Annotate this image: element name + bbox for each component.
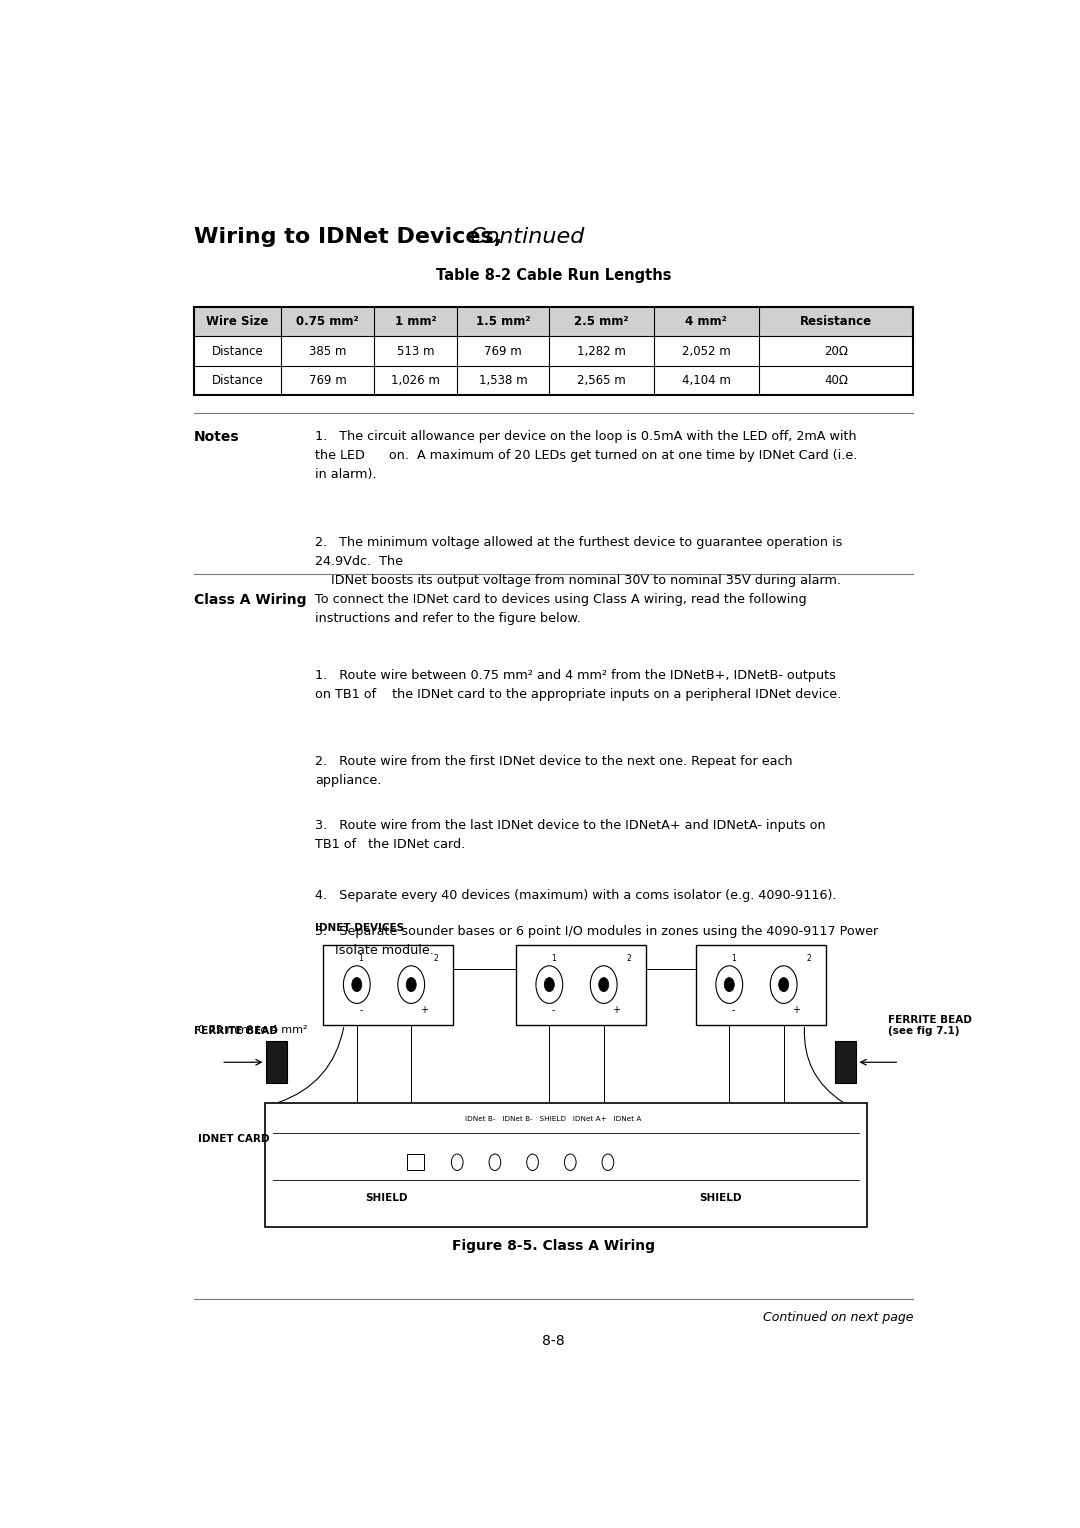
Text: SHIELD: SHIELD [365,1192,407,1203]
Text: 2: 2 [434,953,438,963]
Text: IDNET DEVICES: IDNET DEVICES [315,923,404,932]
Text: IDNET CARD: IDNET CARD [198,1134,269,1144]
Text: 1.   Route wire between 0.75 mm² and 4 mm² from the IDNetB+, IDNetB- outputs
on : 1. Route wire between 0.75 mm² and 4 mm²… [315,669,841,701]
Circle shape [489,1154,501,1170]
Text: 2.   The minimum voltage allowed at the furthest device to guarantee operation i: 2. The minimum voltage allowed at the fu… [315,536,842,587]
Text: 513 m: 513 m [396,344,434,358]
Text: 4,104 m: 4,104 m [681,374,731,387]
Text: 1: 1 [359,953,363,963]
Text: Resistance: Resistance [800,315,872,329]
Circle shape [397,966,424,1004]
Text: 2.5 mm²: 2.5 mm² [575,315,629,329]
Bar [696,944,825,1025]
Circle shape [536,966,563,1004]
Text: Class A Wiring: Class A Wiring [193,593,306,607]
Text: Continued: Continued [463,226,584,248]
Text: Distance: Distance [212,374,264,387]
Circle shape [725,978,734,992]
Text: Table 8-2 Cable Run Lengths: Table 8-2 Cable Run Lengths [435,267,672,283]
Text: 4 mm²: 4 mm² [686,315,727,329]
Text: FERRITE BEAD: FERRITE BEAD [193,1027,278,1036]
Text: 5.   Separate sounder bases or 6 point I/O modules in zones using the 4090-9117 : 5. Separate sounder bases or 6 point I/O… [315,924,878,957]
Circle shape [598,978,609,992]
Circle shape [527,1154,539,1170]
Bar [193,307,914,336]
Circle shape [591,966,617,1004]
Circle shape [770,966,797,1004]
Text: 8-8: 8-8 [542,1334,565,1348]
Circle shape [343,966,370,1004]
Text: 1.   The circuit allowance per device on the loop is 0.5mA with the LED off, 2mA: 1. The circuit allowance per device on t… [315,431,858,481]
Text: 40Ω: 40Ω [824,374,848,387]
Text: 385 m: 385 m [309,344,347,358]
Bar [323,944,454,1025]
Text: 2: 2 [626,953,631,963]
Circle shape [565,1154,576,1170]
Text: +: + [420,1005,428,1015]
Text: 769 m: 769 m [485,344,522,358]
Bar [266,1041,287,1083]
Circle shape [544,978,554,992]
Text: 1: 1 [551,953,556,963]
Text: +: + [612,1005,620,1015]
Text: -: - [552,1005,555,1015]
Text: +: + [793,1005,800,1015]
Text: 0.75 mm²: 0.75 mm² [296,315,359,329]
Text: Continued on next page: Continued on next page [762,1311,914,1323]
Text: To connect the IDNet card to devices using Class A wiring, read the following
in: To connect the IDNet card to devices usi… [315,593,807,625]
Bar [835,1041,856,1083]
Text: 1: 1 [731,953,735,963]
Text: 4.   Separate every 40 devices (maximum) with a coms isolator (e.g. 4090-9116).: 4. Separate every 40 devices (maximum) w… [315,889,836,903]
Text: -: - [732,1005,735,1015]
Text: FERRITE BEAD
(see fig 7.1): FERRITE BEAD (see fig 7.1) [889,1015,972,1036]
Text: 0.75 mm² to 4 mm²: 0.75 mm² to 4 mm² [198,1025,308,1036]
Circle shape [406,978,416,992]
Circle shape [451,1154,463,1170]
Text: 1,282 m: 1,282 m [577,344,626,358]
Circle shape [779,978,788,992]
Circle shape [716,966,743,1004]
Text: 1,538 m: 1,538 m [478,374,528,387]
Text: 1.5 mm²: 1.5 mm² [476,315,530,329]
Text: 2,052 m: 2,052 m [681,344,731,358]
Circle shape [352,978,362,992]
Text: -: - [360,1005,363,1015]
Text: Wire Size: Wire Size [206,315,269,329]
Circle shape [602,1154,613,1170]
Text: 2,565 m: 2,565 m [577,374,626,387]
Text: 1 mm²: 1 mm² [394,315,436,329]
Text: 2: 2 [807,953,811,963]
Text: 3.   Route wire from the last IDNet device to the IDNetA+ and IDNetA- inputs on
: 3. Route wire from the last IDNet device… [315,819,825,851]
Text: 1,026 m: 1,026 m [391,374,440,387]
Text: SHIELD: SHIELD [700,1192,742,1203]
Text: Wiring to IDNet Devices,: Wiring to IDNet Devices, [193,226,502,248]
Bar [407,1154,423,1170]
Text: 2.   Route wire from the first IDNet device to the next one. Repeat for each
app: 2. Route wire from the first IDNet devic… [315,755,793,787]
Text: IDNet B-   IDNet B-   SHIELD   IDNet A+   IDNet A: IDNet B- IDNet B- SHIELD IDNet A+ IDNet … [465,1115,642,1122]
Bar [516,944,646,1025]
Text: Figure 8-5. Class A Wiring: Figure 8-5. Class A Wiring [453,1239,654,1253]
Text: Notes: Notes [193,431,239,445]
Text: 769 m: 769 m [309,374,347,387]
Text: Distance: Distance [212,344,264,358]
Bar [265,1103,867,1227]
Text: 20Ω: 20Ω [824,344,848,358]
